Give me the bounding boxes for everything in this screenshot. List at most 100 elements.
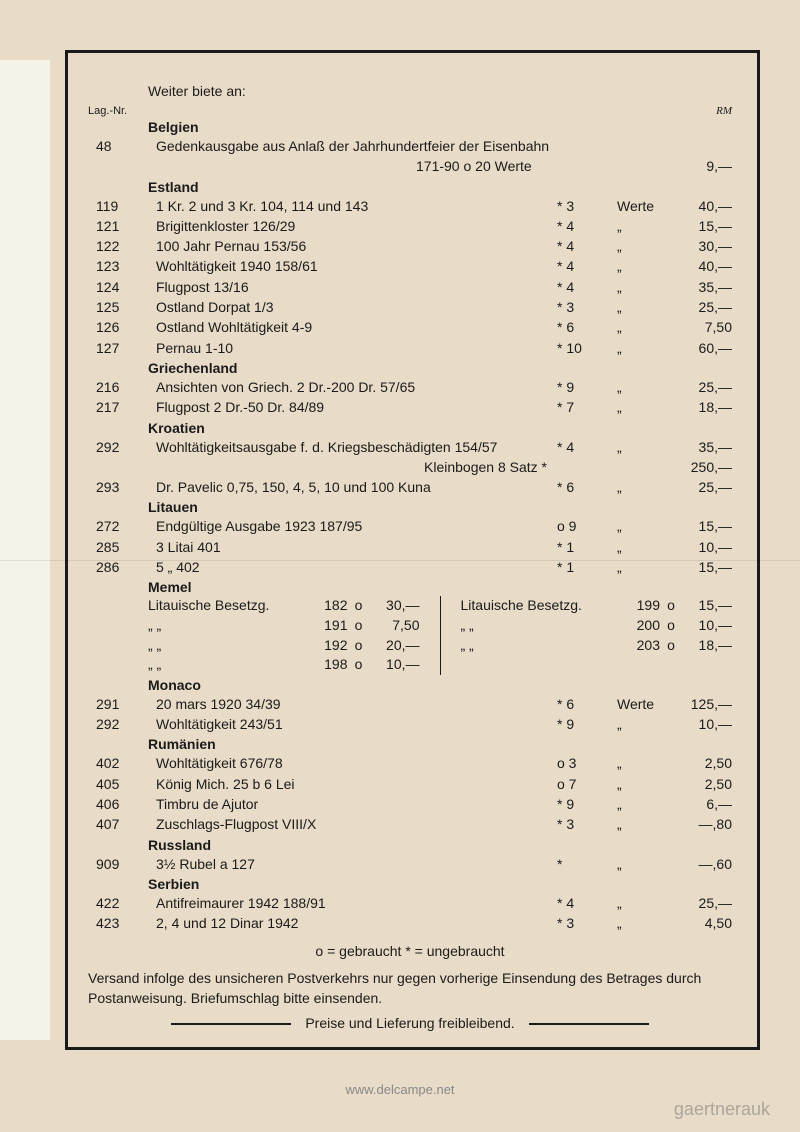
price: 6,— xyxy=(677,794,732,814)
table-row: 909 3½ Rubel a 127 * „ —,60 xyxy=(88,854,732,874)
sub-description: 171-90 o 20 Werte xyxy=(416,156,557,176)
closing-text: Preise und Lieferung freibleibend. xyxy=(88,1015,732,1031)
symbol-count: * xyxy=(557,854,617,874)
lot-number: 127 xyxy=(88,338,156,358)
werte-label: „ xyxy=(617,854,677,874)
price: 25,— xyxy=(677,377,732,397)
table-row: 406 Timbru de Ajutor * 9 „ 6,— xyxy=(88,794,732,814)
lot-number: 285 xyxy=(88,537,156,557)
werte-label: „ xyxy=(617,537,677,557)
lot-number: 292 xyxy=(88,714,156,734)
symbol-count: * 9 xyxy=(557,794,617,814)
catalog-number: 203 xyxy=(620,636,660,656)
lot-number: 423 xyxy=(88,913,156,933)
table-row: Litauische Besetzg. 199 o 15,— xyxy=(461,596,733,616)
catalog-number: 191 xyxy=(308,616,348,636)
description: Wohltätigkeit 243/51 xyxy=(156,714,557,734)
werte-label: „ xyxy=(617,913,677,933)
description: „ „ xyxy=(148,655,308,675)
table-row: „ „ 198 o 10,— xyxy=(148,655,420,675)
symbol-count: * 1 xyxy=(557,537,617,557)
werte-label: „ xyxy=(617,714,677,734)
price: 15,— xyxy=(677,557,732,577)
price: 15,— xyxy=(682,596,732,616)
table-row: 122 100 Jahr Pernau 153/56 * 4 „ 30,— xyxy=(88,236,732,256)
werte-label: „ xyxy=(617,297,677,317)
table-row: 293 Dr. Pavelic 0,75, 150, 4, 5, 10 und … xyxy=(88,477,732,497)
table-row: 121 Brigittenkloster 126/29 * 4 „ 15,— xyxy=(88,216,732,236)
section-heading: Monaco xyxy=(148,677,732,693)
table-row: 292 Wohltätigkeit 243/51 * 9 „ 10,— xyxy=(88,714,732,734)
lot-number: 126 xyxy=(88,317,156,337)
werte-label: „ xyxy=(617,277,677,297)
lot-number: 125 xyxy=(88,297,156,317)
price: 25,— xyxy=(677,893,732,913)
lot-number: 402 xyxy=(88,753,156,773)
description: Ansichten von Griech. 2 Dr.-200 Dr. 57/6… xyxy=(156,377,557,397)
symbol: o xyxy=(348,596,370,616)
price: 15,— xyxy=(677,216,732,236)
price: 40,— xyxy=(677,256,732,276)
werte-label: „ xyxy=(617,256,677,276)
price: 4,50 xyxy=(677,913,732,933)
symbol: o xyxy=(660,636,682,656)
table-row: „ „ 200 o 10,— xyxy=(461,616,733,636)
symbol-count: * 1 xyxy=(557,557,617,577)
description: Dr. Pavelic 0,75, 150, 4, 5, 10 und 100 … xyxy=(156,477,557,497)
table-row: 127 Pernau 1-10 * 10 „ 60,— xyxy=(88,338,732,358)
table-row: 119 1 Kr. 2 und 3 Kr. 104, 114 und 143 *… xyxy=(88,196,732,216)
description: Pernau 1-10 xyxy=(156,338,557,358)
lot-number: 48 xyxy=(88,136,156,156)
table-row: 217 Flugpost 2 Dr.-50 Dr. 84/89 * 7 „ 18… xyxy=(88,397,732,417)
source-url: www.delcampe.net xyxy=(0,1082,800,1097)
price xyxy=(677,136,732,156)
memel-left-col: Litauische Besetzg. 182 o 30,— „ „ 191 o… xyxy=(148,596,420,674)
price: 60,— xyxy=(677,338,732,358)
legend-text: o = gebraucht * = ungebraucht xyxy=(88,943,732,959)
description: 2, 4 und 12 Dinar 1942 xyxy=(156,913,557,933)
symbol-count: * 4 xyxy=(557,893,617,913)
table-row: Kleinbogen 8 Satz * 250,— xyxy=(88,457,732,477)
table-row: 123 Wohltätigkeit 1940 158/61 * 4 „ 40,— xyxy=(88,256,732,276)
symbol-count: * 3 xyxy=(557,297,617,317)
lot-number: 123 xyxy=(88,256,156,276)
description: Flugpost 2 Dr.-50 Dr. 84/89 xyxy=(156,397,557,417)
column-divider xyxy=(440,596,441,674)
description: „ „ xyxy=(148,636,308,656)
price: 25,— xyxy=(677,477,732,497)
table-row: „ „ 191 o 7,50 xyxy=(148,616,420,636)
table-row: 292 Wohltätigkeitsausgabe f. d. Kriegsbe… xyxy=(88,437,732,457)
document-page: Weiter biete an: Lag.-Nr. RM Belgien 48 … xyxy=(0,0,800,1132)
symbol-count: * 4 xyxy=(557,216,617,236)
werte-label: „ xyxy=(617,338,677,358)
price: 250,— xyxy=(677,457,732,477)
lot-number: 272 xyxy=(88,516,156,536)
catalog-number: 199 xyxy=(620,596,660,616)
werte-label: „ xyxy=(617,437,677,457)
memel-columns: Litauische Besetzg. 182 o 30,— „ „ 191 o… xyxy=(148,596,732,674)
lot-number: 291 xyxy=(88,694,156,714)
lot-number: 405 xyxy=(88,774,156,794)
description: König Mich. 25 b 6 Lei xyxy=(156,774,557,794)
catalog-number: 198 xyxy=(308,655,348,675)
price: 125,— xyxy=(677,694,732,714)
lot-number: 124 xyxy=(88,277,156,297)
price: 30,— xyxy=(370,596,420,616)
header-right: RM xyxy=(716,105,732,117)
werte-label: „ xyxy=(617,236,677,256)
table-row: 48 Gedenkausgabe aus Anlaß der Jahrhunde… xyxy=(88,136,732,156)
table-row: 124 Flugpost 13/16 * 4 „ 35,— xyxy=(88,277,732,297)
symbol-count xyxy=(557,136,617,156)
price: 20,— xyxy=(370,636,420,656)
description: Flugpost 13/16 xyxy=(156,277,557,297)
price: 10,— xyxy=(677,714,732,734)
symbol: o xyxy=(348,636,370,656)
table-row: „ „ 203 o 18,— xyxy=(461,636,733,656)
description: Timbru de Ajutor xyxy=(156,794,557,814)
table-row: 126 Ostland Wohltätigkeit 4-9 * 6 „ 7,50 xyxy=(88,317,732,337)
header-row: Lag.-Nr. RM xyxy=(88,105,732,117)
section-heading: Belgien xyxy=(148,119,732,135)
price: 30,— xyxy=(677,236,732,256)
symbol-count: * 4 xyxy=(557,256,617,276)
werte-label: „ xyxy=(617,516,677,536)
